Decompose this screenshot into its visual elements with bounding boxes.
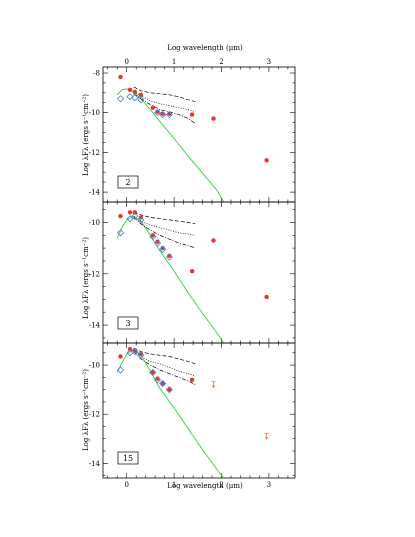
x-tick-label-bottom: 3	[267, 481, 271, 489]
sed-panel-15: -10 -12 -14 0 1 2 3 15	[89, 342, 296, 489]
model-point	[165, 253, 173, 261]
model-point	[149, 233, 157, 241]
model-point	[149, 368, 157, 377]
y-tick-label: -8	[93, 70, 100, 78]
model-envelope-dashed	[133, 86, 196, 103]
panel-id-box	[117, 175, 139, 189]
upper-limit-arrowhead	[264, 437, 269, 440]
y-axis-title-panel-2: Log λFλ (ergs s⁻¹cm⁻²)	[82, 94, 90, 176]
x-tick-label-top: 2	[219, 58, 223, 66]
observed-point	[127, 87, 133, 93]
sed-panel-2: -8 -10 -12 -14 0 1 2 3 2	[89, 58, 296, 203]
model-point	[131, 94, 139, 102]
observed-point	[132, 89, 137, 95]
y-tick-label: -14	[89, 189, 101, 197]
observed-point	[189, 377, 195, 382]
y-tick-label: -12	[89, 149, 100, 157]
y-tick-label: -10	[89, 362, 100, 370]
observed-point	[127, 210, 133, 215]
model-point	[137, 216, 145, 224]
x-tick-label-bottom: 0	[124, 481, 128, 489]
observed-point	[118, 354, 123, 359]
observed-point	[132, 210, 137, 215]
observed-point	[189, 112, 195, 117]
observed-point	[211, 116, 216, 121]
model-point	[153, 376, 162, 384]
y-axis-title-panel-3: Log λFλ (ergs s⁻¹cm⁻²)	[82, 237, 90, 319]
observed-point	[264, 294, 269, 300]
x-tick-label-top: 3	[267, 58, 271, 66]
model-point	[116, 366, 125, 374]
photosphere-curve	[116, 215, 225, 343]
bottom-x-axis-title: Log wavelength (μm)	[167, 482, 243, 490]
x-tick-label-top: 1	[172, 58, 176, 66]
observed-point	[127, 346, 133, 352]
observed-point	[150, 105, 155, 110]
plot-data-area	[116, 74, 269, 202]
panel-id-box	[117, 316, 139, 330]
upper-limit-arrowhead	[211, 385, 216, 389]
y-tick-label: -12	[89, 411, 100, 419]
x-tick-label-bottom: 1	[172, 481, 176, 489]
photosphere-curve	[116, 88, 225, 202]
top-x-axis-title: Log wavelength (μm)	[167, 44, 243, 52]
model-envelope-dashed	[133, 211, 196, 225]
observed-point	[211, 238, 216, 243]
observed-point	[167, 387, 172, 392]
model-point	[159, 245, 167, 253]
y-tick-label: -12	[89, 270, 100, 278]
model-point	[165, 111, 173, 119]
panel-id-label: 2	[125, 178, 130, 187]
panel-id-box	[117, 451, 139, 465]
observed-point	[150, 370, 155, 375]
observed-point	[118, 74, 123, 80]
y-tick-label: -10	[89, 219, 100, 227]
model-envelope-dashdot	[133, 93, 196, 124]
panel-id-label: 3	[125, 319, 130, 328]
model-point	[137, 351, 145, 359]
model-point	[153, 109, 162, 117]
y-tick-label: -10	[89, 109, 100, 117]
plot-data-area	[116, 346, 269, 478]
observed-point	[118, 213, 123, 219]
panel-id-label: 15	[123, 454, 133, 463]
observed-point	[189, 269, 195, 274]
x-tick-label-top: 0	[124, 58, 128, 66]
model-point	[116, 95, 125, 103]
y-tick-label: -14	[89, 460, 101, 468]
x-tick-label-bottom: 2	[219, 481, 223, 489]
photosphere-curve	[116, 348, 225, 478]
observed-point	[138, 92, 144, 98]
model-point	[137, 96, 145, 104]
model-envelope-dashdot	[133, 217, 196, 249]
model-point	[126, 215, 134, 223]
observed-point	[160, 381, 165, 386]
model-envelope-dashed	[133, 347, 196, 365]
model-point	[131, 212, 139, 220]
plot-data-area	[116, 210, 269, 343]
model-point	[159, 111, 167, 119]
y-axis-title-panel-15: Log λFλ (ergs s⁻¹cm⁻²)	[82, 369, 90, 451]
model-point	[153, 239, 162, 247]
model-point	[126, 93, 134, 101]
y-tick-label: -14	[89, 322, 101, 330]
model-point	[159, 379, 167, 388]
model-point	[165, 386, 173, 394]
observed-point	[264, 158, 269, 163]
model-point	[116, 229, 125, 237]
model-point	[131, 348, 139, 356]
sed-panel-3: -10 -12 -14 3	[89, 201, 296, 344]
plot-frame	[102, 342, 296, 479]
model-envelope-dotted	[133, 350, 196, 377]
